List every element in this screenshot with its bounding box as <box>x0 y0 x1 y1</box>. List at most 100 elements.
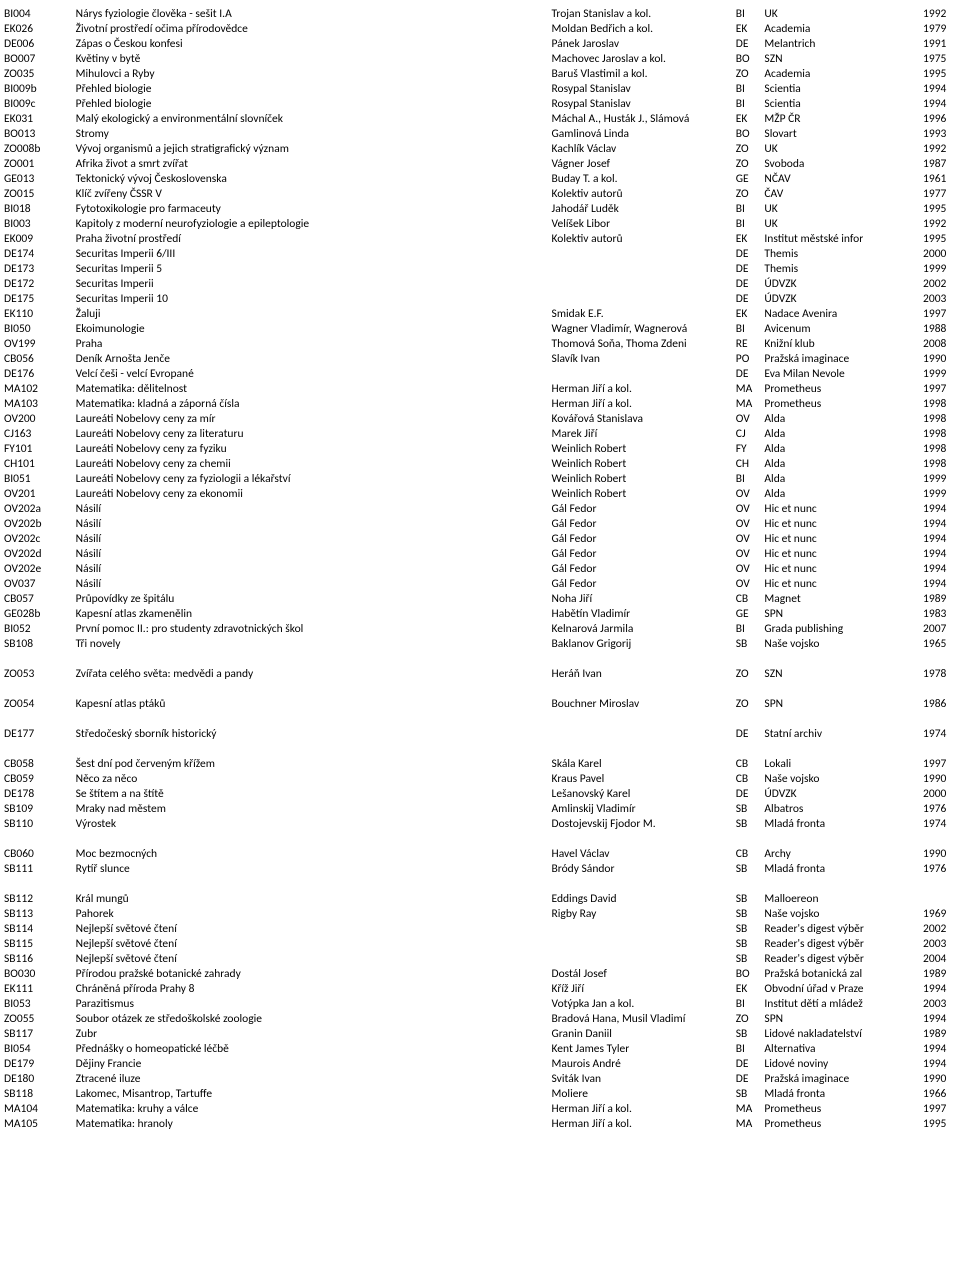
cell-publisher: Obvodní úřad v Praze <box>762 981 921 996</box>
cell-publisher: UK <box>762 6 921 21</box>
cell-year: 1995 <box>921 201 960 216</box>
cell-publisher: Svoboda <box>762 156 921 171</box>
cell-author: Gamlinová Linda <box>550 126 734 141</box>
cell-year: 1997 <box>921 756 960 771</box>
cell-author: Wagner Vladimír, Wagnerová <box>550 321 734 336</box>
cell-publisher: Pražská botanická zal <box>762 966 921 981</box>
cell-category: ZO <box>734 66 763 81</box>
cell-publisher: SPN <box>762 1011 921 1026</box>
cell-publisher: Institut dětí a mládež <box>762 996 921 1011</box>
table-row: DE173Securitas Imperii 5DEThemis1999 <box>2 261 960 276</box>
cell-author <box>550 261 734 276</box>
cell-title: Násilí <box>74 546 550 561</box>
cell-code: EK031 <box>2 111 74 126</box>
cell-publisher: Prometheus <box>762 1101 921 1116</box>
table-row: SB109Mraky nad městemAmlinskij VladimírS… <box>2 801 960 816</box>
table-row: DE176Velcí češi - velcí EvropanéDEEva Mi… <box>2 366 960 381</box>
cell-author: Smidak E.F. <box>550 306 734 321</box>
cell-code: GE028b <box>2 606 74 621</box>
table-row: BI054Přednášky o homeopatické léčběKent … <box>2 1041 960 1056</box>
cell-publisher: Alda <box>762 471 921 486</box>
cell-code: CB059 <box>2 771 74 786</box>
cell-title: Praha životní prostředí <box>74 231 550 246</box>
cell-year: 1994 <box>921 501 960 516</box>
cell-category: BI <box>734 1041 763 1056</box>
cell-year: 2000 <box>921 246 960 261</box>
cell-title: Ekoimunologie <box>74 321 550 336</box>
cell-author: Bouchner Miroslav <box>550 696 734 711</box>
cell-author: Maurois André <box>550 1056 734 1071</box>
cell-author: Jahodář Luděk <box>550 201 734 216</box>
cell-title: Securitas Imperii 6/III <box>74 246 550 261</box>
cell-author: Slavík Ivan <box>550 351 734 366</box>
cell-author: Kříž Jiří <box>550 981 734 996</box>
cell-code: BI052 <box>2 621 74 636</box>
cell-code: MA105 <box>2 1116 74 1131</box>
cell-publisher: Alda <box>762 456 921 471</box>
table-row: ZO053Zvířata celého světa: medvědi a pan… <box>2 666 960 681</box>
cell-year: 1998 <box>921 441 960 456</box>
cell-code: MA104 <box>2 1101 74 1116</box>
cell-code: DE173 <box>2 261 74 276</box>
cell-author: Bródy Sándor <box>550 861 734 876</box>
cell-publisher: Prometheus <box>762 396 921 411</box>
table-row: BI003Kapitoly z moderní neurofyziologie … <box>2 216 960 231</box>
cell-category: SB <box>734 1026 763 1041</box>
cell-code: DE179 <box>2 1056 74 1071</box>
table-row: SB117ZubrGranin DaniilSBLidové nakladate… <box>2 1026 960 1041</box>
cell-title: Laureáti Nobelovy ceny za literaturu <box>74 426 550 441</box>
cell-publisher: ČAV <box>762 186 921 201</box>
cell-category: OV <box>734 486 763 501</box>
cell-category: BI <box>734 81 763 96</box>
table-row: OV202cNásilíGál FedorOVHic et nunc1994 <box>2 531 960 546</box>
cell-title: Matematika: hranoly <box>74 1116 550 1131</box>
cell-year: 1996 <box>921 111 960 126</box>
cell-publisher: Mladá fronta <box>762 816 921 831</box>
cell-title: Klíč zvířeny ČSSR V <box>74 186 550 201</box>
cell-category: ZO <box>734 186 763 201</box>
cell-code: ZO035 <box>2 66 74 81</box>
cell-year: 1994 <box>921 81 960 96</box>
cell-year: 1997 <box>921 1101 960 1116</box>
cell-code: MA103 <box>2 396 74 411</box>
cell-code: CB057 <box>2 591 74 606</box>
table-row: OV202aNásilíGál FedorOVHic et nunc1994 <box>2 501 960 516</box>
cell-category: OV <box>734 531 763 546</box>
cell-author: Eddings David <box>550 891 734 906</box>
cell-year: 2008 <box>921 336 960 351</box>
cell-category: SB <box>734 801 763 816</box>
cell-category: GE <box>734 171 763 186</box>
cell-year: 1976 <box>921 801 960 816</box>
cell-publisher: Scientia <box>762 81 921 96</box>
cell-publisher: Prometheus <box>762 1116 921 1131</box>
cell-category: ZO <box>734 666 763 681</box>
cell-title: Laureáti Nobelovy ceny za ekonomii <box>74 486 550 501</box>
cell-year: 1969 <box>921 906 960 921</box>
cell-code: DE174 <box>2 246 74 261</box>
table-row: OV202bNásilíGál FedorOVHic et nunc1994 <box>2 516 960 531</box>
book-catalog-table: BI004Nárys fyziologie člověka - sešit I.… <box>2 6 960 1131</box>
cell-publisher: Grada publishing <box>762 621 921 636</box>
cell-year: 1997 <box>921 381 960 396</box>
cell-code: BI004 <box>2 6 74 21</box>
cell-year: 1992 <box>921 141 960 156</box>
cell-title: Soubor otázek ze středoškolské zoologie <box>74 1011 550 1026</box>
cell-category: DE <box>734 786 763 801</box>
cell-code: SB116 <box>2 951 74 966</box>
cell-author: Kovářová Stanislava <box>550 411 734 426</box>
cell-category: ZO <box>734 156 763 171</box>
table-row: BI018Fytotoxikologie pro farmaceutyJahod… <box>2 201 960 216</box>
cell-category: OV <box>734 411 763 426</box>
cell-year: 1995 <box>921 1116 960 1131</box>
cell-category: OV <box>734 501 763 516</box>
cell-title: Parazitismus <box>74 996 550 1011</box>
cell-category: EK <box>734 21 763 36</box>
table-row: EK111Chráněná příroda Prahy 8Kříž JiříEK… <box>2 981 960 996</box>
cell-author <box>550 921 734 936</box>
cell-category: OV <box>734 576 763 591</box>
cell-code: SB112 <box>2 891 74 906</box>
cell-title: Květiny v bytě <box>74 51 550 66</box>
cell-title: Kapesní atlas zkamenělin <box>74 606 550 621</box>
cell-title: Přehled biologie <box>74 96 550 111</box>
cell-title: Násilí <box>74 516 550 531</box>
